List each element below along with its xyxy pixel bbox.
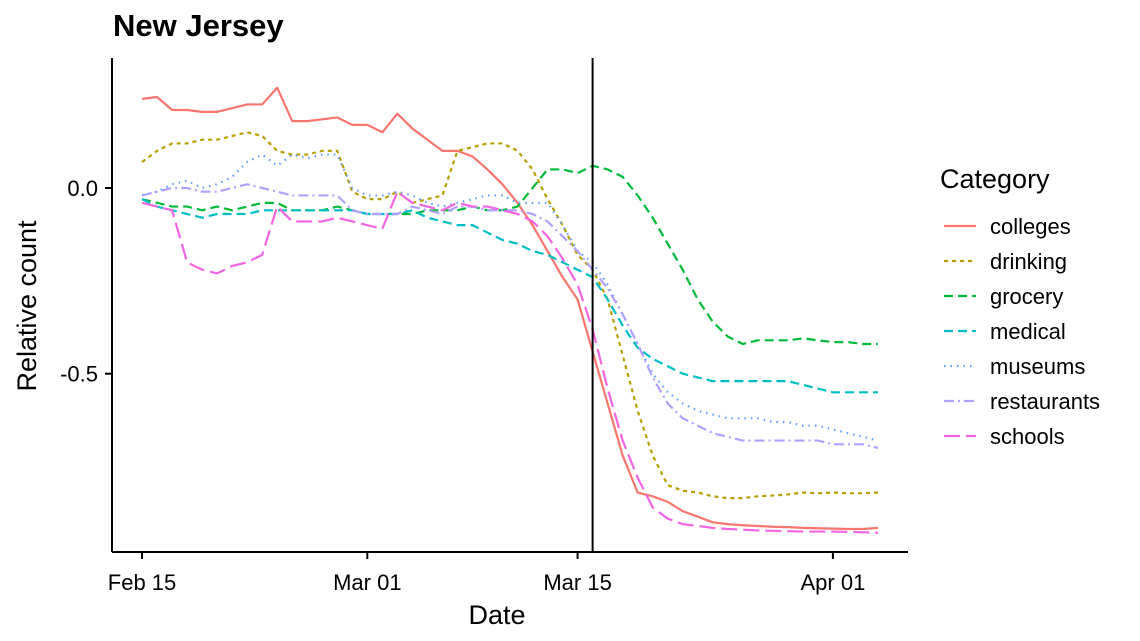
- legend-label-drinking: drinking: [990, 249, 1067, 274]
- legend: colleges drinking grocery medical museums res…: [944, 214, 1100, 449]
- series-line-colleges: [141, 86, 879, 531]
- x-tick-label: Mar 15: [543, 570, 611, 595]
- x-tick-label: Mar 01: [333, 570, 401, 595]
- y-axis-title: Relative count: [12, 220, 42, 392]
- y-tick-label: 0.0: [67, 176, 98, 201]
- series-line-museums: [141, 153, 879, 442]
- x-axis-ticks: Feb 15 Mar 01 Mar 15 Apr 01: [108, 552, 865, 595]
- series-line-drinking: [141, 131, 879, 500]
- series-line-schools: [141, 190, 878, 534]
- series-line-restaurants: [141, 183, 879, 450]
- x-tick-label: Feb 15: [108, 570, 177, 595]
- legend-label-restaurants: restaurants: [990, 389, 1100, 414]
- legend-label-museums: museums: [990, 354, 1085, 379]
- legend-title: Category: [940, 164, 1050, 194]
- legend-label-schools: schools: [990, 424, 1065, 449]
- legend-label-medical: medical: [990, 319, 1066, 344]
- x-axis-title: Date: [468, 600, 525, 630]
- legend-label-grocery: grocery: [990, 284, 1063, 309]
- plot-lines: [141, 86, 879, 534]
- series-line-grocery: [141, 164, 878, 346]
- legend-label-colleges: colleges: [990, 214, 1071, 239]
- x-tick-label: Apr 01: [800, 570, 865, 595]
- y-tick-label: -0.5: [60, 362, 98, 387]
- series-line-medical: [141, 198, 878, 394]
- chart-title: New Jersey: [113, 8, 284, 43]
- y-axis-ticks: 0.0 -0.5: [60, 176, 112, 387]
